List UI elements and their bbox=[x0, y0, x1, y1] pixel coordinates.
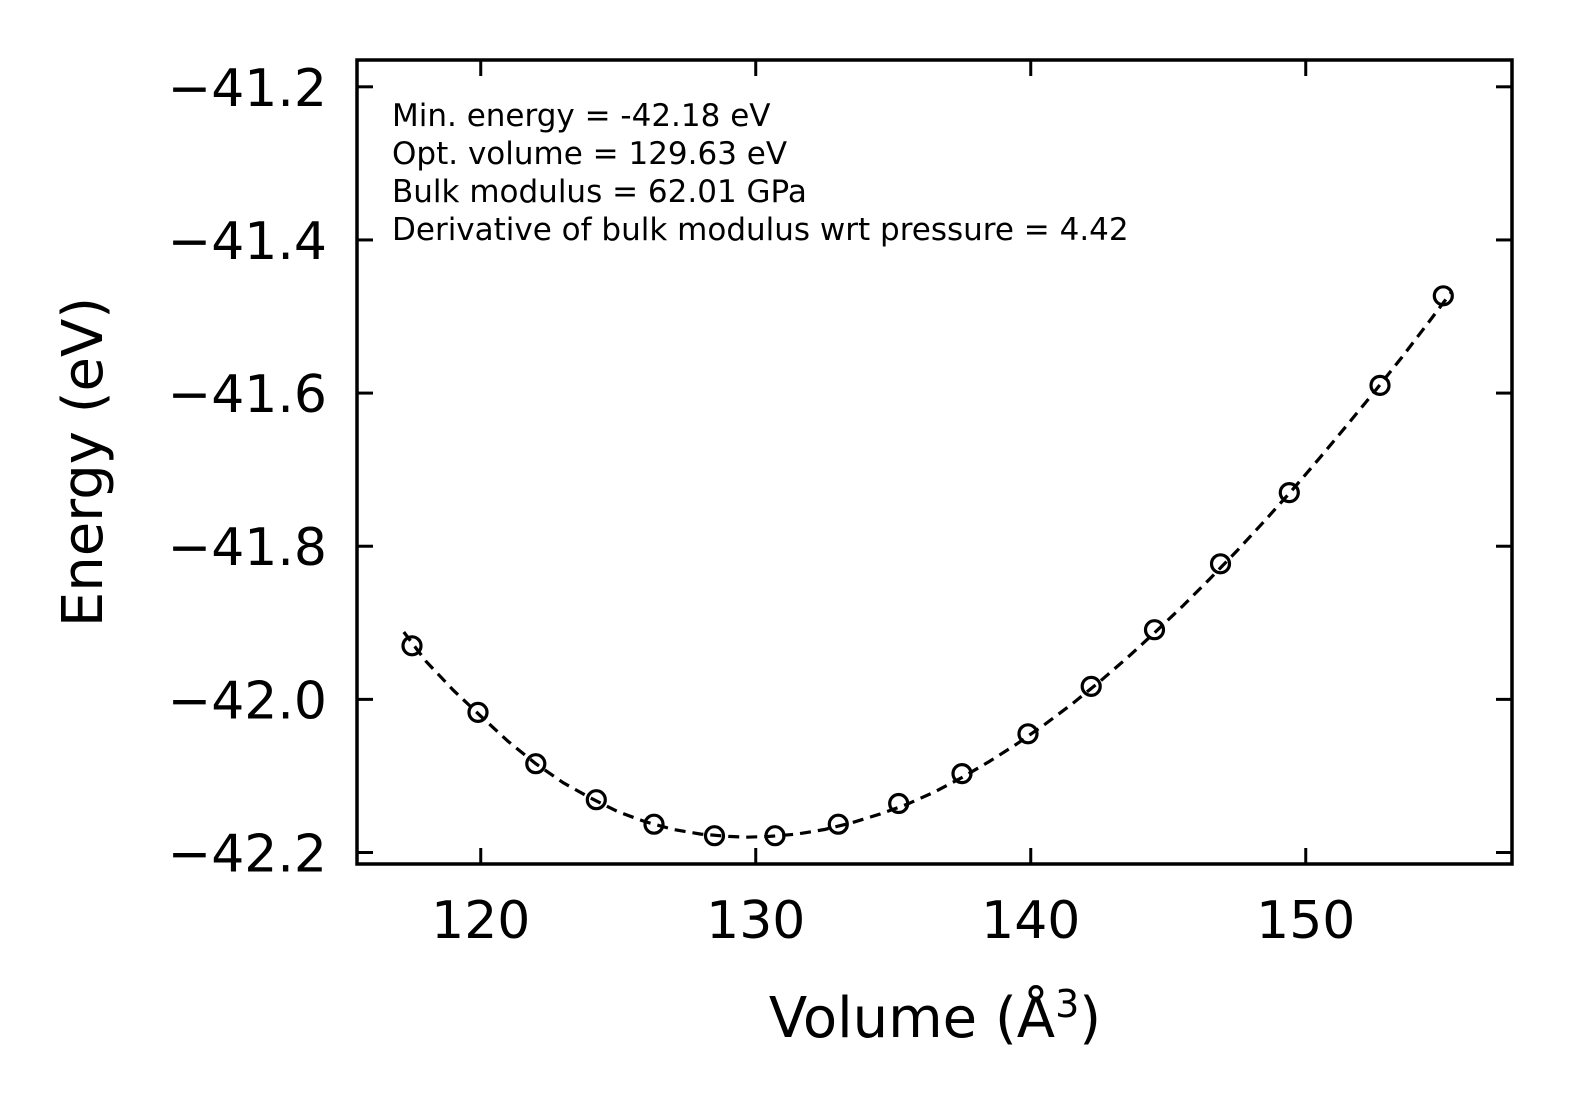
fit-curve-layer bbox=[402, 291, 1453, 839]
x-axis-label-superscript: 3 bbox=[1055, 982, 1079, 1026]
data-point bbox=[643, 813, 665, 835]
data-point bbox=[585, 789, 607, 811]
data-point bbox=[888, 792, 910, 815]
y-tick-label: −42.0 bbox=[168, 671, 327, 731]
y-tick-label: −41.2 bbox=[168, 59, 327, 119]
y-tick-label: −41.4 bbox=[168, 212, 327, 272]
x-axis-label-text: Volume (Å bbox=[769, 985, 1055, 1051]
data-points-layer bbox=[401, 285, 1454, 847]
x-tick-label: 120 bbox=[431, 891, 530, 951]
data-point bbox=[951, 762, 973, 785]
fit-curve-line bbox=[402, 291, 1453, 839]
x-tick-label: 130 bbox=[706, 891, 805, 951]
data-point bbox=[1209, 553, 1232, 575]
ticks-layer: 120 130 140 150 −41.2 −41.4 −41.6 −41.8 −42.0 −42… bbox=[168, 59, 1512, 951]
y-tick-label: −41.8 bbox=[168, 518, 327, 578]
y-axis-label: Energy (eV) bbox=[51, 297, 116, 627]
y-tick-label: −42.2 bbox=[168, 825, 327, 885]
annotation-bulk-modulus-derivative: Derivative of bulk modulus wrt pressure … bbox=[392, 212, 1129, 248]
data-point bbox=[1432, 285, 1454, 307]
data-point bbox=[764, 825, 786, 847]
data-point bbox=[525, 753, 547, 775]
y-tick-label: −41.6 bbox=[168, 365, 327, 425]
x-tick-label: 140 bbox=[981, 891, 1080, 951]
data-point bbox=[1369, 374, 1391, 396]
data-point bbox=[467, 701, 489, 724]
data-point bbox=[1017, 723, 1039, 745]
x-tick-label: 150 bbox=[1256, 891, 1355, 951]
annotation-min-energy: Min. energy = -42.18 eV bbox=[392, 98, 770, 134]
annotation-bulk-modulus: Bulk modulus = 62.01 GPa bbox=[392, 174, 807, 210]
data-point bbox=[703, 825, 726, 847]
x-axis-label: Volume (Å3) bbox=[769, 982, 1101, 1051]
x-axis-label-close: ) bbox=[1079, 986, 1101, 1051]
data-point bbox=[401, 635, 423, 657]
annotation-opt-volume: Opt. volume = 129.63 eV bbox=[392, 136, 787, 172]
plot-frame bbox=[355, 58, 1514, 866]
annotation-box: Min. energy = -42.18 eV Opt. volume = 12… bbox=[392, 98, 1129, 248]
data-point bbox=[1080, 675, 1102, 698]
data-point bbox=[1143, 619, 1166, 641]
data-point bbox=[1278, 482, 1300, 504]
data-point bbox=[827, 813, 849, 835]
